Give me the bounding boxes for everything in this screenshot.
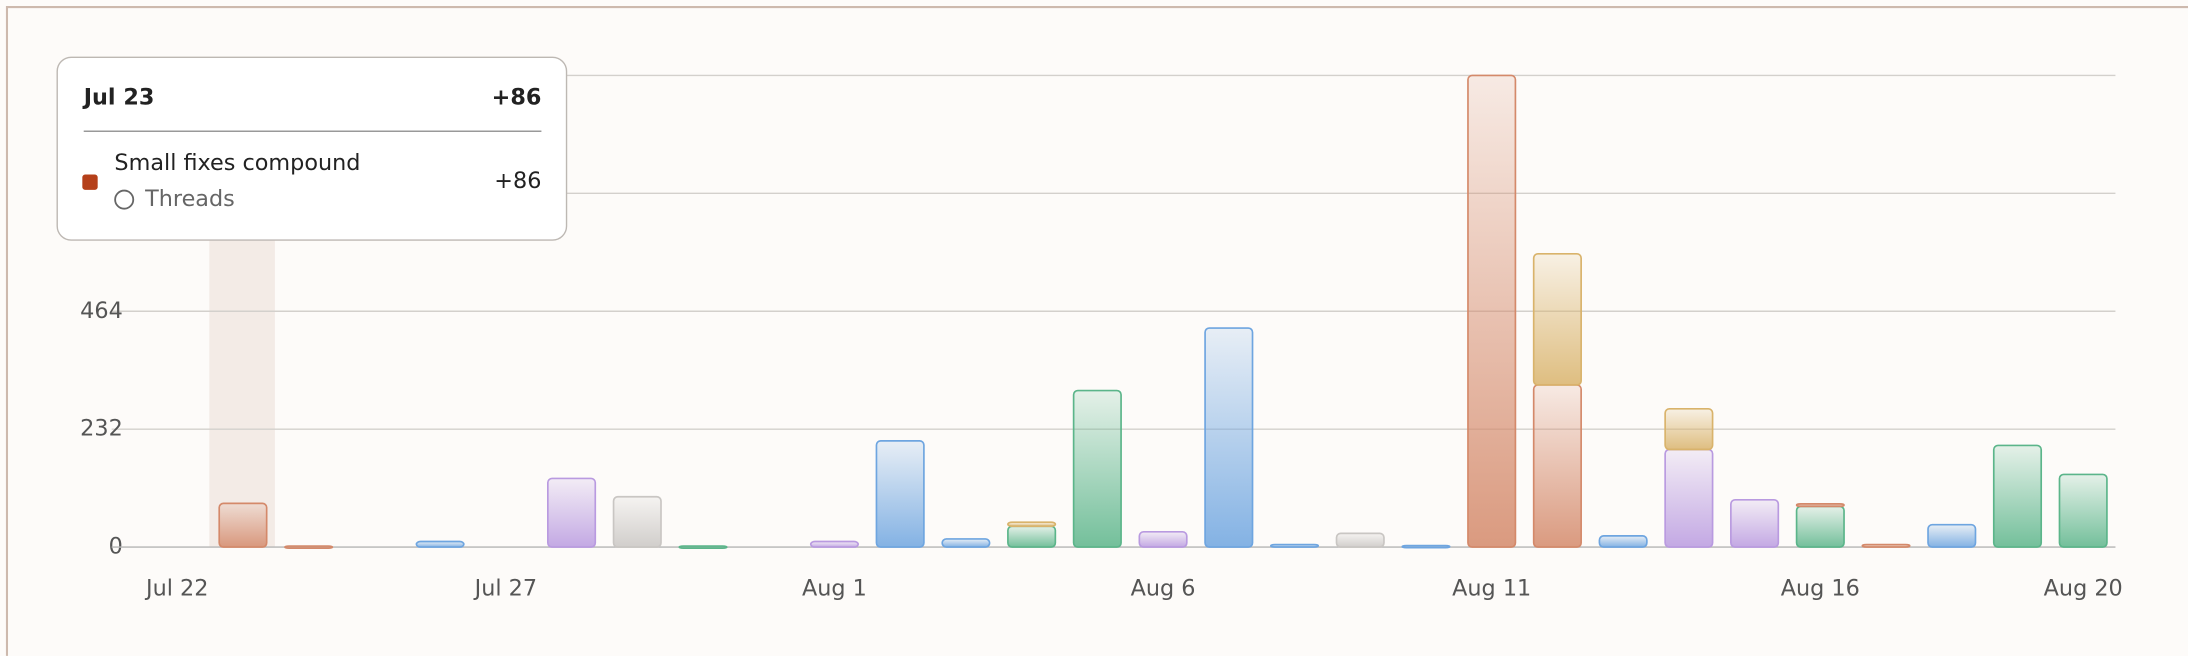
bar xyxy=(1269,543,1320,548)
tooltip-box xyxy=(56,56,568,241)
bar xyxy=(1532,384,1582,548)
hover-band xyxy=(209,230,275,548)
tooltip-source: Threads xyxy=(144,186,235,212)
bar xyxy=(1072,389,1122,548)
bar xyxy=(1795,503,1845,508)
bar xyxy=(2058,473,2108,548)
bar xyxy=(218,502,268,548)
tooltip-value: +86 xyxy=(494,168,541,194)
bar xyxy=(415,540,465,548)
bar xyxy=(1992,444,2043,548)
bar xyxy=(1795,505,1845,548)
x-tick-label: Aug 20 xyxy=(2044,575,2123,601)
bar xyxy=(1007,525,1057,548)
bar xyxy=(1532,252,1582,386)
bar xyxy=(547,477,597,548)
threads-icon xyxy=(114,189,135,210)
frame xyxy=(5,6,2188,656)
y-tick-label: 464 xyxy=(80,298,123,324)
bar xyxy=(612,495,662,548)
x-tick-label: Aug 6 xyxy=(1131,575,1196,601)
bar xyxy=(1401,544,1451,549)
bar xyxy=(1007,521,1057,528)
x-tick-label: Aug 1 xyxy=(802,575,867,601)
x-tick-label: Aug 16 xyxy=(1781,575,1860,601)
bar xyxy=(941,538,991,548)
bar xyxy=(678,545,728,549)
bar xyxy=(875,440,925,548)
x-tick-label: Aug 11 xyxy=(1452,575,1531,601)
tooltip-item: Small fixes compound xyxy=(114,150,360,176)
bar xyxy=(1927,523,1977,548)
bar xyxy=(809,540,860,548)
bar xyxy=(1598,535,1648,548)
bar xyxy=(1861,543,1911,548)
x-tick-label: Jul 22 xyxy=(144,575,208,601)
bar xyxy=(284,545,334,549)
x-tick-label: Jul 27 xyxy=(473,575,537,601)
bar xyxy=(1467,74,1517,548)
bar xyxy=(1335,532,1385,548)
bar xyxy=(1204,327,1254,548)
bar xyxy=(1664,448,1714,548)
bar xyxy=(1138,530,1188,548)
bar xyxy=(1730,498,1780,548)
tooltip-title: Jul 23 xyxy=(82,84,155,110)
bar xyxy=(1664,408,1714,451)
tooltip: Jul 23 +86 Small fixes compound Threads … xyxy=(56,56,568,241)
y-tick-label: 232 xyxy=(80,416,123,442)
tooltip-swatch xyxy=(82,174,98,190)
tooltip-total: +86 xyxy=(492,84,542,110)
